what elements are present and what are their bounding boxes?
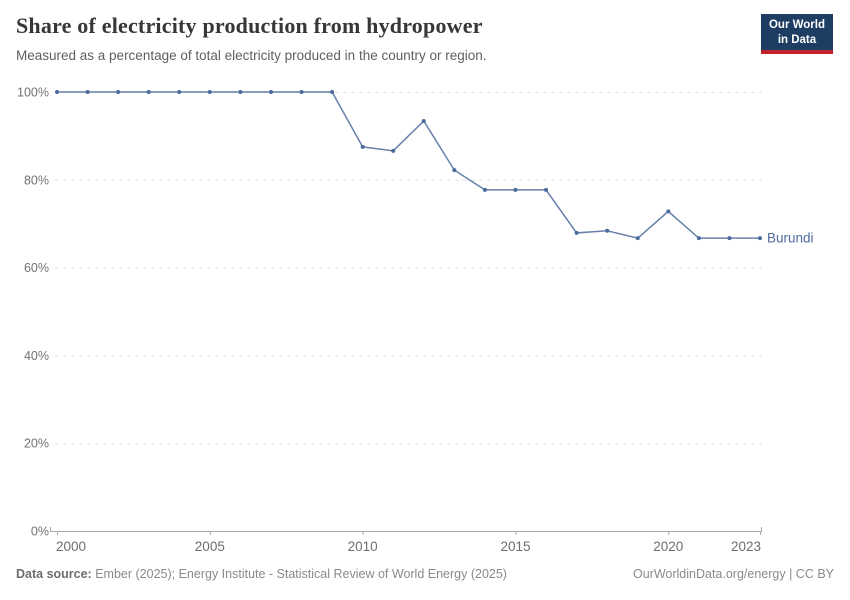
data-point-2014 <box>482 187 487 192</box>
data-point-2008 <box>299 90 304 94</box>
license-link[interactable]: OurWorldinData.org/energy | CC BY <box>632 567 834 581</box>
data-point-2021 <box>696 236 701 241</box>
data-point-2006 <box>238 90 243 94</box>
data-point-2009 <box>330 90 335 94</box>
data-point-2004 <box>177 90 182 94</box>
data-point-2000 <box>55 90 59 94</box>
y-tick-label-0: 0% <box>31 525 49 539</box>
data-point-2013 <box>452 168 457 173</box>
x-tick-label-2010: 2010 <box>348 539 378 554</box>
x-tick-label-2023: 2023 <box>731 539 761 554</box>
data-point-2005 <box>207 90 212 94</box>
chart-subtitle: Measured as a percentage of total electr… <box>16 48 487 63</box>
data-point-2016 <box>544 187 549 192</box>
data-point-2003 <box>146 90 151 94</box>
data-point-2012 <box>421 118 426 123</box>
page-title: Share of electricity production from hyd… <box>16 13 483 38</box>
owid-logo[interactable]: Our World in Data <box>760 14 833 55</box>
data-point-2019 <box>635 236 640 241</box>
data-point-2001 <box>85 90 90 94</box>
data-source-text: Ember (2025); Energy Institute - Statist… <box>95 567 507 581</box>
data-point-2002 <box>116 90 121 94</box>
chart-header: Share of electricity production from hyd… <box>16 13 746 63</box>
x-tick-label-2000: 2000 <box>56 539 86 554</box>
y-tick-label-40: 40% <box>24 349 49 363</box>
data-point-2015 <box>513 187 518 192</box>
data-point-2007 <box>268 90 273 94</box>
x-tick-label-2020: 2020 <box>653 539 683 554</box>
data-source-note: Data source: Ember (2025); Energy Instit… <box>16 567 507 581</box>
data-point-2011 <box>391 148 396 153</box>
owid-logo-line2: in Data <box>777 33 817 46</box>
data-point-2010 <box>360 144 365 149</box>
data-point-2022 <box>727 236 732 241</box>
data-point-2018 <box>605 228 610 233</box>
x-tick-label-2005: 2005 <box>195 539 225 554</box>
x-tick-label-2015: 2015 <box>500 539 530 554</box>
y-tick-label-60: 60% <box>24 261 49 275</box>
series-label-burundi: Burundi <box>767 231 814 246</box>
y-tick-label-100: 100% <box>17 86 49 100</box>
data-point-2020 <box>666 209 671 214</box>
data-point-2023 <box>758 236 762 241</box>
owid-logo-line1: Our World <box>768 19 825 31</box>
data-line-burundi <box>57 91 760 240</box>
data-source-label: Data source: <box>16 567 92 581</box>
y-tick-label-20: 20% <box>24 437 49 451</box>
y-tick-label-80: 80% <box>24 173 49 187</box>
data-point-2017 <box>574 230 579 235</box>
